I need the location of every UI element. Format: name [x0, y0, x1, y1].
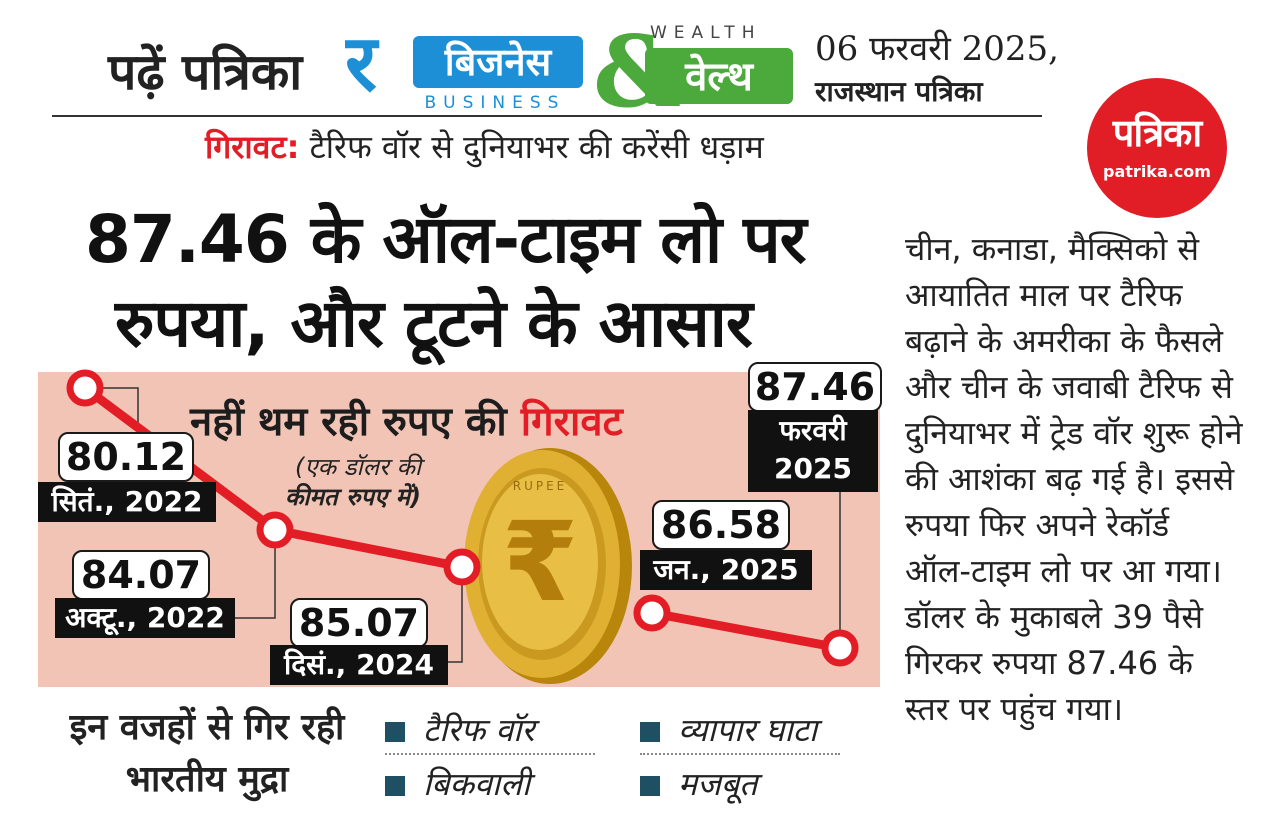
data-point: [443, 548, 481, 586]
rupee-logo-icon: र: [345, 19, 380, 109]
series-points: [66, 369, 859, 667]
data-label-value: 84.07: [72, 550, 210, 600]
reason-label: टैरिफ वॉर: [423, 711, 535, 749]
publication-name: राजस्थान पत्रिका: [815, 75, 983, 108]
series-segment: [270, 525, 467, 572]
chart-title-prefix: नहीं थम रही रुपए की: [190, 399, 507, 445]
header-read-label: पढ़ें पत्रिका: [108, 43, 303, 101]
data-label-date: जन., 2025: [640, 550, 812, 590]
section-english-text: BUSINESS: [425, 93, 566, 113]
data-label-date: दिसं., 2024: [270, 645, 448, 685]
data-point: [256, 511, 294, 549]
bullet-square-icon: [640, 722, 660, 742]
business-badge: [413, 36, 583, 88]
business-wealth-logo: र बिजनेस BUSINESS & WEALTH वेल्थ: [345, 18, 793, 113]
wealth-english-text: WEALTH: [650, 23, 761, 43]
headline-line-2: रुपया, और टूटने के आसार: [115, 285, 753, 362]
data-label-date-line-2: 2025: [774, 452, 852, 485]
rupee-coin-icon: ₹ RUPEE: [464, 448, 632, 684]
leader-line: [448, 567, 463, 663]
chart-unit-line-1: (एक डॉलर की: [295, 453, 422, 481]
data-point: [633, 594, 671, 632]
headline-line-1: 87.46 के ऑल-टाइम लो पर: [85, 201, 807, 278]
bullet-square-icon: [640, 776, 660, 796]
series-segment: [647, 608, 845, 653]
chart-title-highlight: गिरावट: [520, 399, 623, 445]
kicker-text: टैरिफ वॉर से दुनियाभर की करेंसी धड़ाम: [299, 128, 764, 166]
wealth-hindi-text: वेल्थ: [684, 53, 754, 100]
patrika-logo-site: patrika.com: [1103, 162, 1211, 181]
data-label-date-line-1: फरवरी: [779, 414, 847, 447]
data-label-value: 86.58: [652, 500, 790, 550]
patrika-logo[interactable]: पत्रिका patrika.com: [1087, 78, 1227, 218]
reason-item: टैरिफ वॉर: [385, 708, 535, 751]
kicker-label: गिरावट:: [205, 128, 300, 166]
reason-label: मजबूत: [678, 765, 758, 803]
data-label-date: फरवरी 2025: [748, 410, 878, 492]
data-label-value: 80.12: [58, 432, 194, 482]
reason-item: बिकवाली: [385, 762, 530, 805]
reason-divider: [640, 753, 840, 755]
issue-date: 06 फरवरी 2025,: [815, 29, 1059, 69]
bullet-square-icon: [385, 776, 405, 796]
chart-unit-line-2: कीमत रुपए में): [285, 483, 421, 511]
data-point: [821, 629, 859, 667]
bullet-square-icon: [385, 722, 405, 742]
data-label-value: 87.46: [748, 362, 882, 412]
header-divider: [52, 115, 1042, 117]
reason-divider: [385, 753, 595, 755]
leader-line: [235, 530, 276, 619]
section-hindi-text: बिजनेस: [444, 40, 553, 84]
coin-rim-text: RUPEE: [513, 479, 568, 493]
data-label-date: सितं., 2022: [38, 482, 216, 522]
reason-item: व्यापार घाटा: [640, 708, 817, 751]
kicker: गिरावट: टैरिफ वॉर से दुनियाभर की करेंसी …: [205, 125, 764, 168]
patrika-logo-text: पत्रिका: [1112, 111, 1202, 155]
side-article-text: चीन, कनाडा, मैक्सिको से आयातित माल पर टै…: [905, 230, 1243, 728]
chart-title: नहीं थम रही रुपए की गिरावट: [190, 392, 623, 447]
data-point: [66, 369, 104, 407]
reason-item: मजबूत: [640, 762, 757, 805]
reasons-title: इन वजहों से गिर रही भारतीय मुद्रा: [69, 707, 345, 800]
reason-label: बिकवाली: [423, 765, 531, 803]
wealth-badge: [645, 48, 793, 104]
reason-label: व्यापार घाटा: [678, 711, 818, 749]
rupee-symbol: ₹: [502, 498, 579, 626]
data-label-value: 85.07: [290, 598, 428, 648]
data-label-date: अक्टू., 2022: [55, 598, 235, 638]
